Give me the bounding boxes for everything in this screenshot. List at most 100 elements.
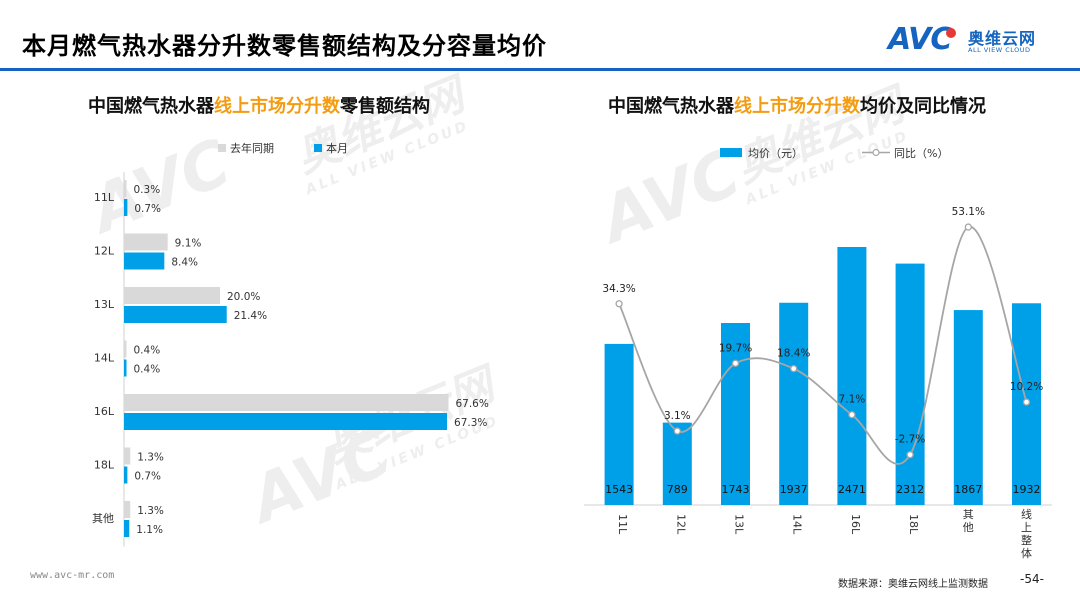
footer-url: www.avc-mr.com [30, 570, 115, 581]
x-tick-label: 18L [907, 514, 920, 535]
bar-last-year [124, 501, 131, 518]
bar-last-year [124, 340, 127, 358]
logo-dot-icon [946, 28, 956, 38]
bar-this-month [124, 252, 165, 270]
avg-price-combo-chart: 均价（元） 同比（%） 1543 789 1743 1937 2471 2312 1867 193… [584, 147, 1052, 560]
data-source-note: 数据来源：奥维云网线上监测数据 [838, 579, 988, 590]
left-title-prefix: 中国燃气热水器 [88, 96, 214, 117]
yoy-label: 19.7% [719, 342, 752, 354]
bar-avg-price [779, 302, 809, 505]
x-tick-label: 其他 [963, 508, 974, 534]
yoy-label: 10.2% [1010, 381, 1043, 393]
legend-label-this-month: 本月 [326, 141, 348, 155]
bar-avg-price [604, 343, 634, 505]
data-label-last-year: 1.3% [137, 505, 164, 517]
bar-this-month [124, 306, 227, 323]
x-tick-label: 11L [616, 514, 629, 535]
yoy-label: 53.1% [952, 206, 985, 218]
x-tick-label: 13L [733, 514, 746, 535]
x-tick-label: 线上整体 [1021, 507, 1032, 560]
bar-avg-price [837, 247, 867, 505]
data-label-last-year: 9.1% [175, 238, 202, 250]
left-title-suffix: 零售额结构 [340, 96, 430, 117]
bar-value-label: 2312 [896, 483, 924, 496]
yoy-marker [673, 427, 681, 435]
y-tick-label: 11L [94, 191, 115, 204]
yoy-label: 18.4% [777, 348, 810, 360]
logo-text: AVC [888, 22, 952, 57]
yoy-label: 3.1% [664, 410, 691, 422]
x-tick-label: 14L [791, 514, 804, 535]
legend-swatch-last-year [218, 144, 226, 152]
data-label-this-month: 0.7% [134, 471, 161, 483]
right-title-suffix: 均价及同比情况 [860, 96, 986, 117]
legend-swatch-avg-price [720, 148, 742, 157]
data-label-this-month: 0.4% [134, 364, 161, 376]
logo-en-text: ALL VIEW CLOUD [968, 46, 1031, 54]
data-label-this-month: 8.4% [171, 257, 198, 269]
x-tick-label: 12L [674, 514, 687, 535]
avc-logo: AVC 奥维云网 ALL VIEW CLOUD [888, 22, 1060, 57]
x-tick-label: 16L [849, 514, 862, 535]
bar-value-label: 1932 [1013, 483, 1041, 496]
left-chart-title: 中国燃气热水器线上市场分升数零售额结构 [88, 92, 430, 118]
bar-value-label: 1743 [722, 483, 750, 496]
page-number: -54- [1020, 572, 1044, 586]
y-tick-label: 14L [94, 352, 115, 365]
legend-label-yoy: 同比（%） [894, 147, 948, 160]
bar-avg-price [662, 422, 692, 505]
legend-label-avg-price: 均价（元） [748, 147, 803, 160]
bar-value-label: 1543 [605, 483, 633, 496]
data-label-last-year: 20.0% [227, 291, 260, 303]
yoy-marker [1022, 398, 1031, 406]
page-title: 本月燃气热水器分升数零售额结构及分容量均价 [22, 32, 547, 60]
bar-this-month [124, 520, 130, 537]
yoy-marker [731, 359, 740, 367]
yoy-marker [615, 300, 623, 308]
left-title-highlight: 线上市场分升数 [214, 96, 340, 117]
bar-value-label: 2471 [838, 483, 866, 496]
yoy-label: 7.1% [839, 394, 866, 406]
data-label-last-year: 1.3% [137, 452, 164, 464]
right-title-prefix: 中国燃气热水器 [608, 96, 734, 117]
y-tick-label: 18L [94, 459, 115, 472]
logo-cn-text: 奥维云网 [968, 29, 1037, 48]
bar-avg-price [953, 310, 983, 505]
bar-value-label: 789 [667, 483, 688, 496]
right-chart-title: 中国燃气热水器线上市场分升数均价及同比情况 [608, 92, 986, 118]
y-tick-label: 16L [94, 405, 115, 418]
bar-this-month [124, 359, 127, 377]
data-label-this-month: 67.3% [454, 417, 487, 429]
bar-value-label: 1937 [780, 483, 808, 496]
yoy-label: -2.7% [895, 434, 925, 446]
bar-last-year [124, 180, 127, 197]
y-tick-label: 其他 [92, 512, 114, 525]
data-label-this-month: 0.7% [134, 203, 161, 215]
bar-this-month [124, 413, 448, 430]
right-title-highlight: 线上市场分升数 [734, 96, 860, 117]
data-label-this-month: 1.1% [136, 524, 163, 536]
bar-avg-price [895, 263, 925, 505]
bar-avg-price [721, 323, 750, 505]
legend-marker-yoy [872, 148, 880, 157]
y-tick-label: 12L [94, 245, 115, 258]
data-label-last-year: 0.4% [134, 345, 161, 357]
header-divider [0, 68, 1080, 71]
bar-value-label: 1867 [954, 483, 982, 496]
bar-this-month [124, 466, 128, 484]
bar-last-year [124, 447, 131, 465]
yoy-marker [790, 364, 798, 373]
bar-last-year [124, 233, 168, 251]
yoy-marker [964, 223, 972, 231]
legend-swatch-this-month [314, 144, 322, 152]
y-tick-label: 13L [94, 298, 115, 311]
yoy-marker [906, 451, 914, 459]
bar-last-year [124, 394, 449, 411]
data-label-this-month: 21.4% [234, 310, 267, 322]
retail-share-bar-chart: 去年同期 本月 11L 0.3% 0.7% 12L 9.1% 8.4% 13L 20.0% 21.4… [92, 141, 489, 547]
data-label-last-year: 67.6% [455, 398, 488, 410]
bar-last-year [124, 287, 220, 304]
bar-this-month [124, 199, 128, 216]
yoy-label: 34.3% [602, 283, 635, 295]
data-label-last-year: 0.3% [134, 184, 161, 196]
